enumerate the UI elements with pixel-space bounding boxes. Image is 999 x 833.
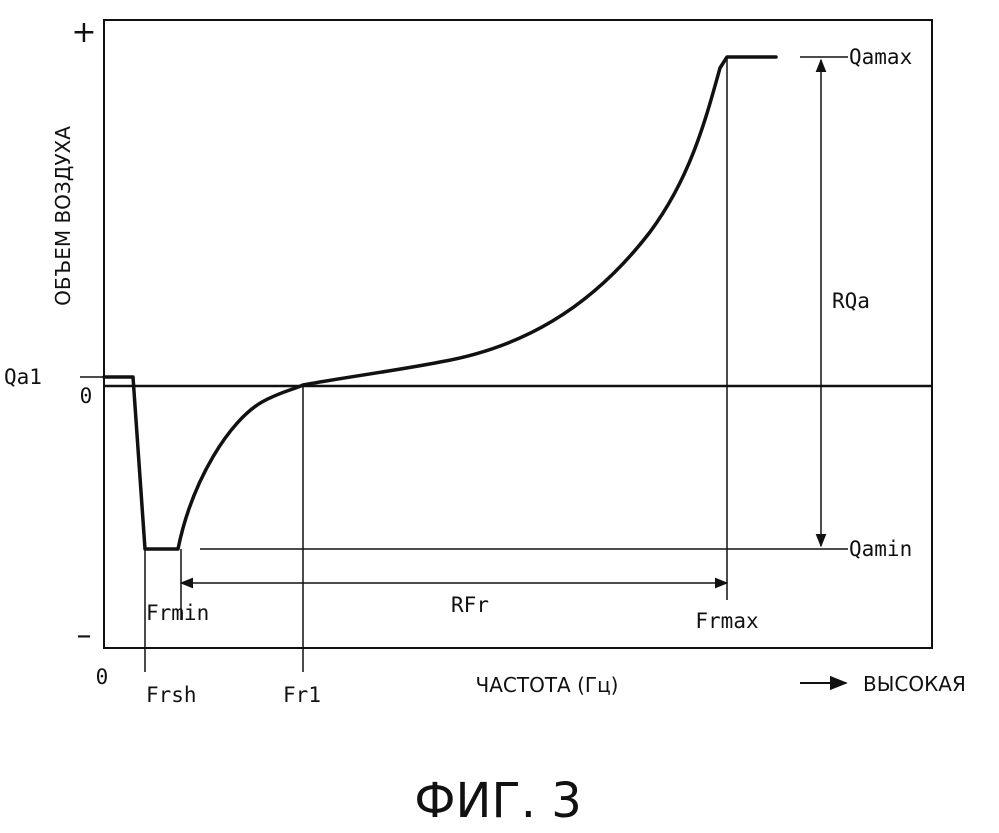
fr1-label: Fr1 <box>283 683 321 707</box>
origin-label: 0 <box>96 665 109 689</box>
frmin-label: Frmin <box>146 601 209 625</box>
zero-label: 0 <box>80 384 93 408</box>
x-axis-label: ЧАСТОТА (Гц) <box>476 673 619 697</box>
rqa-label: RQa <box>832 289 870 313</box>
x-direction-label: ВЫСОКАЯ <box>863 672 966 696</box>
rfr-label: RFr <box>451 593 489 617</box>
y-plus-sign: + <box>71 15 96 50</box>
qamin-label: Qamin <box>849 537 912 561</box>
frmax-label: Frmax <box>695 609 758 633</box>
qamax-label: Qamax <box>849 45 912 69</box>
y-minus-sign: – <box>77 618 92 653</box>
y-axis-label: ОБЪЕМ ВОЗДУХА <box>51 126 75 306</box>
plot-frame <box>104 20 932 648</box>
figure-caption: ФИГ. 3 <box>414 773 582 829</box>
qa1-label: Qa1 <box>4 365 42 389</box>
frsh-label: Frsh <box>146 683 197 707</box>
air-volume-curve <box>104 57 776 549</box>
